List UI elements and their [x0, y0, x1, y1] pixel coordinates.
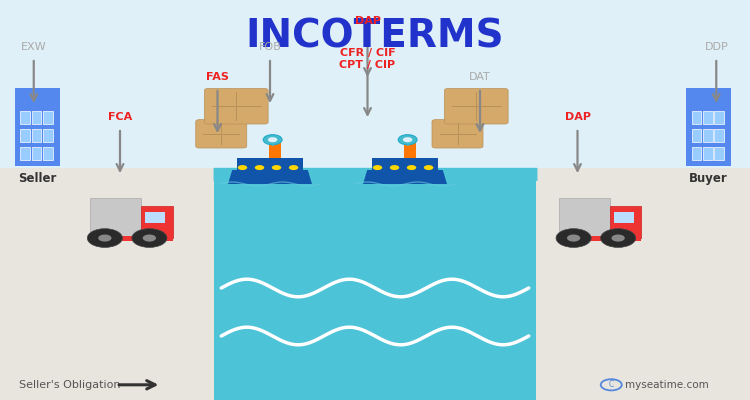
FancyBboxPatch shape — [32, 129, 41, 142]
FancyBboxPatch shape — [686, 88, 731, 166]
Circle shape — [268, 137, 278, 142]
Text: Seller's Obligation: Seller's Obligation — [19, 380, 120, 390]
FancyBboxPatch shape — [20, 111, 30, 124]
FancyBboxPatch shape — [15, 88, 60, 166]
Circle shape — [390, 165, 399, 170]
FancyBboxPatch shape — [20, 129, 30, 142]
Circle shape — [406, 165, 416, 170]
Circle shape — [87, 229, 122, 248]
Circle shape — [98, 234, 112, 242]
Polygon shape — [228, 170, 312, 184]
FancyBboxPatch shape — [90, 236, 172, 241]
Text: C: C — [609, 380, 613, 389]
Circle shape — [611, 234, 625, 242]
Text: DAP: DAP — [355, 16, 380, 26]
Text: DAP: DAP — [565, 112, 590, 122]
FancyBboxPatch shape — [32, 111, 41, 124]
FancyBboxPatch shape — [559, 198, 610, 238]
FancyBboxPatch shape — [237, 158, 303, 172]
Text: Buyer: Buyer — [689, 172, 728, 185]
FancyBboxPatch shape — [703, 147, 712, 160]
Circle shape — [398, 135, 417, 145]
FancyBboxPatch shape — [714, 111, 724, 124]
Text: EXW: EXW — [21, 42, 46, 52]
FancyBboxPatch shape — [714, 147, 724, 160]
FancyBboxPatch shape — [692, 129, 701, 142]
Circle shape — [289, 165, 298, 170]
FancyBboxPatch shape — [432, 120, 483, 148]
FancyBboxPatch shape — [444, 88, 509, 124]
Text: DDP: DDP — [704, 42, 728, 52]
Circle shape — [238, 165, 248, 170]
FancyBboxPatch shape — [141, 206, 172, 238]
FancyBboxPatch shape — [90, 198, 141, 238]
FancyBboxPatch shape — [714, 129, 724, 142]
Circle shape — [567, 234, 580, 242]
Circle shape — [255, 165, 264, 170]
FancyBboxPatch shape — [703, 129, 712, 142]
FancyBboxPatch shape — [43, 129, 52, 142]
FancyBboxPatch shape — [692, 111, 701, 124]
FancyBboxPatch shape — [20, 147, 30, 160]
FancyBboxPatch shape — [692, 147, 701, 160]
FancyBboxPatch shape — [204, 88, 268, 124]
Circle shape — [601, 229, 636, 248]
Text: Seller: Seller — [18, 172, 57, 185]
Bar — [0, 168, 750, 400]
Circle shape — [142, 234, 156, 242]
Text: DAT: DAT — [470, 72, 490, 82]
FancyBboxPatch shape — [404, 143, 416, 158]
Circle shape — [556, 229, 591, 248]
FancyBboxPatch shape — [269, 143, 281, 158]
FancyBboxPatch shape — [610, 206, 641, 238]
Text: FOB: FOB — [259, 42, 281, 52]
FancyBboxPatch shape — [196, 120, 247, 148]
FancyBboxPatch shape — [32, 147, 41, 160]
FancyBboxPatch shape — [43, 111, 52, 124]
FancyBboxPatch shape — [614, 212, 634, 222]
FancyBboxPatch shape — [559, 236, 641, 241]
FancyBboxPatch shape — [43, 147, 52, 160]
Text: myseatime.com: myseatime.com — [625, 380, 709, 390]
Polygon shape — [363, 170, 447, 184]
Circle shape — [272, 165, 281, 170]
Circle shape — [132, 229, 167, 248]
Circle shape — [263, 135, 282, 145]
Text: FAS: FAS — [206, 72, 229, 82]
Bar — [214, 168, 536, 400]
Text: INCOTERMS: INCOTERMS — [246, 18, 504, 56]
Circle shape — [403, 137, 412, 142]
FancyBboxPatch shape — [145, 212, 165, 222]
Circle shape — [424, 165, 433, 170]
Circle shape — [373, 165, 382, 170]
FancyBboxPatch shape — [372, 158, 438, 172]
FancyBboxPatch shape — [703, 111, 712, 124]
Text: CFR / CIF
CPT / CIP: CFR / CIF CPT / CIP — [340, 48, 395, 70]
Text: FCA: FCA — [108, 112, 132, 122]
